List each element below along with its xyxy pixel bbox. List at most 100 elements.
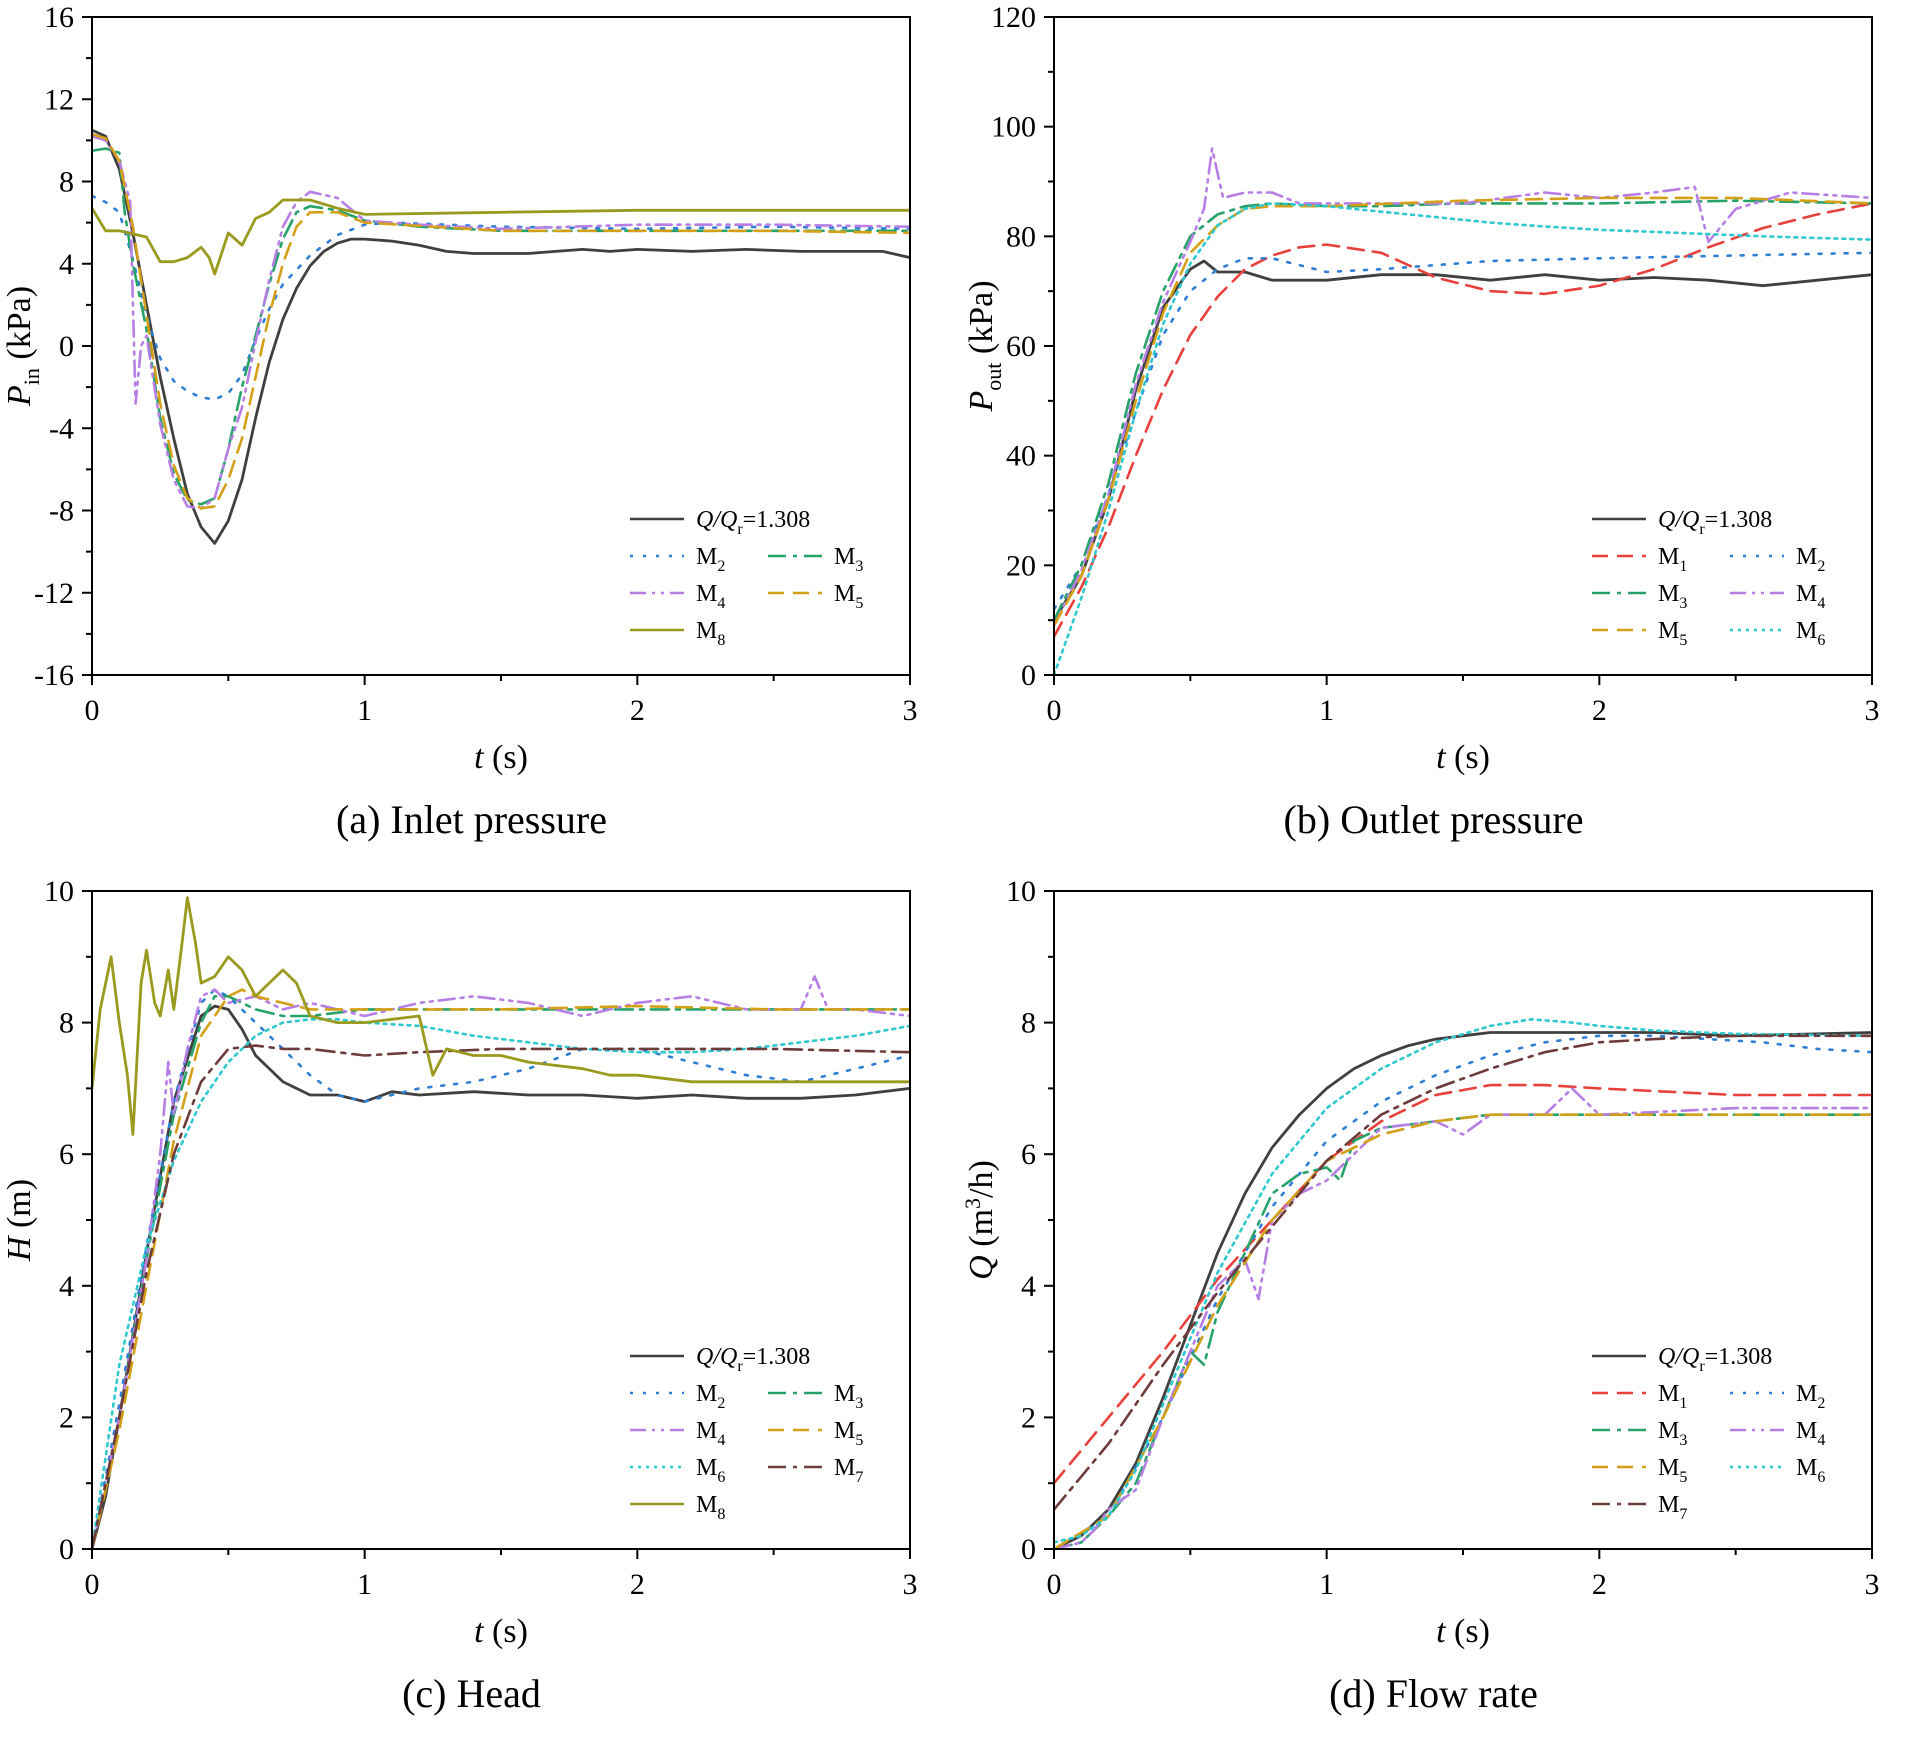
y-tick-label: 80 <box>1006 220 1036 253</box>
y-tick-label: -16 <box>34 659 74 692</box>
legend-label-m4: M4 <box>696 581 725 612</box>
y-tick-label: 16 <box>44 1 74 34</box>
series-line-m7 <box>92 1044 910 1549</box>
legend-label-base: Q/Qr=1.308 <box>696 1344 810 1375</box>
legend-label-m2: M2 <box>1796 1381 1825 1412</box>
legend-label-m3: M3 <box>834 1381 863 1412</box>
legend-label-m1: M1 <box>1658 544 1687 575</box>
series-line-m1 <box>1054 202 1872 638</box>
series-line-m3 <box>1054 1113 1872 1549</box>
caption-head: (c) Head <box>402 1671 541 1716</box>
legend-label-m4: M4 <box>1796 581 1825 612</box>
series-line-m8 <box>92 896 910 1136</box>
series-line-m2 <box>1054 1034 1872 1549</box>
series-group <box>1054 147 1872 675</box>
x-tick-label: 3 <box>1865 1568 1880 1601</box>
x-tick-label: 0 <box>1047 694 1062 727</box>
series-line-base <box>1054 1031 1872 1549</box>
series-line-m7 <box>1054 1034 1872 1511</box>
y-axis-label-group: Pin (kPa) <box>1 286 44 407</box>
series-line-m5 <box>1054 196 1872 627</box>
series-group <box>1054 1018 1872 1549</box>
y-tick-label: 100 <box>991 111 1036 144</box>
legend-label-m1: M1 <box>1658 1381 1687 1412</box>
legend-label-m5: M5 <box>834 581 863 612</box>
series-line-m6 <box>1054 202 1872 675</box>
x-axis-label: t (s) <box>474 739 528 776</box>
y-tick-label: 4 <box>59 248 74 281</box>
x-tick-label: 1 <box>357 694 372 727</box>
x-tick-label: 1 <box>1319 694 1334 727</box>
legend-label-m7: M7 <box>834 1455 863 1486</box>
y-tick-label: 10 <box>1006 875 1036 908</box>
y-tick-label: 0 <box>1021 659 1036 692</box>
series-line-m3 <box>92 147 910 506</box>
y-tick-label: 8 <box>59 1007 74 1040</box>
y-axis-label: Pout (kPa) <box>963 280 1006 412</box>
legend-label-m6: M6 <box>1796 618 1825 649</box>
series-line-base <box>92 1004 910 1549</box>
legend-label-m2: M2 <box>696 544 725 575</box>
plot-frame <box>91 16 911 676</box>
series-line-m4 <box>1054 1087 1872 1549</box>
legend-label-m2: M2 <box>1796 544 1825 575</box>
y-axis-label-group: Pout (kPa) <box>963 280 1006 412</box>
x-axis-label: t (s) <box>1436 1613 1490 1650</box>
legend: Q/Qr=1.308 M1 M2 M3 M4 M5 M6 M7 <box>1592 1344 1825 1523</box>
legend-label-base: Q/Qr=1.308 <box>696 507 810 538</box>
y-tick-label: 6 <box>59 1138 74 1171</box>
legend-label-m6: M6 <box>696 1455 725 1486</box>
y-tick-label: 2 <box>59 1401 74 1434</box>
legend-label-m4: M4 <box>1796 1418 1825 1449</box>
y-tick-label: -8 <box>49 495 74 528</box>
series-line-m2 <box>92 988 910 1549</box>
series-line-m5 <box>1054 1113 1872 1549</box>
x-tick-label: 2 <box>630 1568 645 1601</box>
series-line-m4 <box>1054 147 1872 627</box>
series-line-m4 <box>92 975 910 1549</box>
series-line-m5 <box>92 132 910 510</box>
x-tick-label: 3 <box>1865 694 1880 727</box>
x-tick-label: 3 <box>903 694 918 727</box>
series-line-m5 <box>92 988 910 1549</box>
x-tick-label: 0 <box>85 1568 100 1601</box>
x-tick-label: 2 <box>630 694 645 727</box>
y-tick-label: 4 <box>59 1270 74 1303</box>
y-tick-label: 0 <box>1021 1533 1036 1566</box>
legend-label-m3: M3 <box>1658 581 1687 612</box>
legend: Q/Qr=1.308 M2 M3 M4 M5 M8 <box>630 507 863 649</box>
series-group <box>92 896 910 1549</box>
y-tick-label: 2 <box>1021 1401 1036 1434</box>
plot-frame <box>1053 16 1873 676</box>
x-tick-label: 3 <box>903 1568 918 1601</box>
y-tick-label: 6 <box>1021 1138 1036 1171</box>
y-tick-label: 40 <box>1006 440 1036 473</box>
y-tick-label: 120 <box>991 1 1036 34</box>
series-line-m4 <box>92 135 910 510</box>
chart-outlet-pressure: 0 1 2 3 0 20 40 60 80 100 120 t (s) Pout (kPa) Q/Qr=1… <box>963 1 1880 776</box>
panel-flow-rate: 0 1 2 3 0 2 4 6 8 10 t (s) Q (m3/h) Q/Qr=1.308 M1 M2 M3… <box>960 874 1905 1749</box>
caption-inlet-pressure: (a) Inlet pressure <box>336 797 607 842</box>
plot-frame <box>1053 890 1873 1550</box>
y-axis-label-group: H (m) <box>1 1179 38 1262</box>
x-axis-label: t (s) <box>1436 739 1490 776</box>
series-line-m2 <box>92 194 910 401</box>
y-axis-label: Pin (kPa) <box>1 286 44 407</box>
legend-label-m5: M5 <box>834 1418 863 1449</box>
series-line-m3 <box>1054 199 1872 622</box>
legend-label-m5: M5 <box>1658 618 1687 649</box>
y-tick-label: 8 <box>1021 1007 1036 1040</box>
legend-label-m3: M3 <box>834 544 863 575</box>
x-tick-label: 1 <box>1319 1568 1334 1601</box>
legend-label-m5: M5 <box>1658 1455 1687 1486</box>
panel-inlet-pressure: 0 1 2 3 -16 -12 -8 -4 0 4 8 12 16 t (s) Pin (kPa) Q/Qr=… <box>0 0 943 875</box>
series-line-base <box>1054 259 1872 622</box>
y-tick-label: 10 <box>44 875 74 908</box>
legend: Q/Qr=1.308 M1 M2 M3 M4 M5 M6 <box>1592 507 1825 649</box>
y-tick-label: 8 <box>59 166 74 199</box>
x-tick-label: 2 <box>1592 1568 1607 1601</box>
caption-flow-rate: (d) Flow rate <box>1329 1671 1538 1716</box>
y-tick-label: 4 <box>1021 1270 1036 1303</box>
y-tick-label: 60 <box>1006 330 1036 363</box>
